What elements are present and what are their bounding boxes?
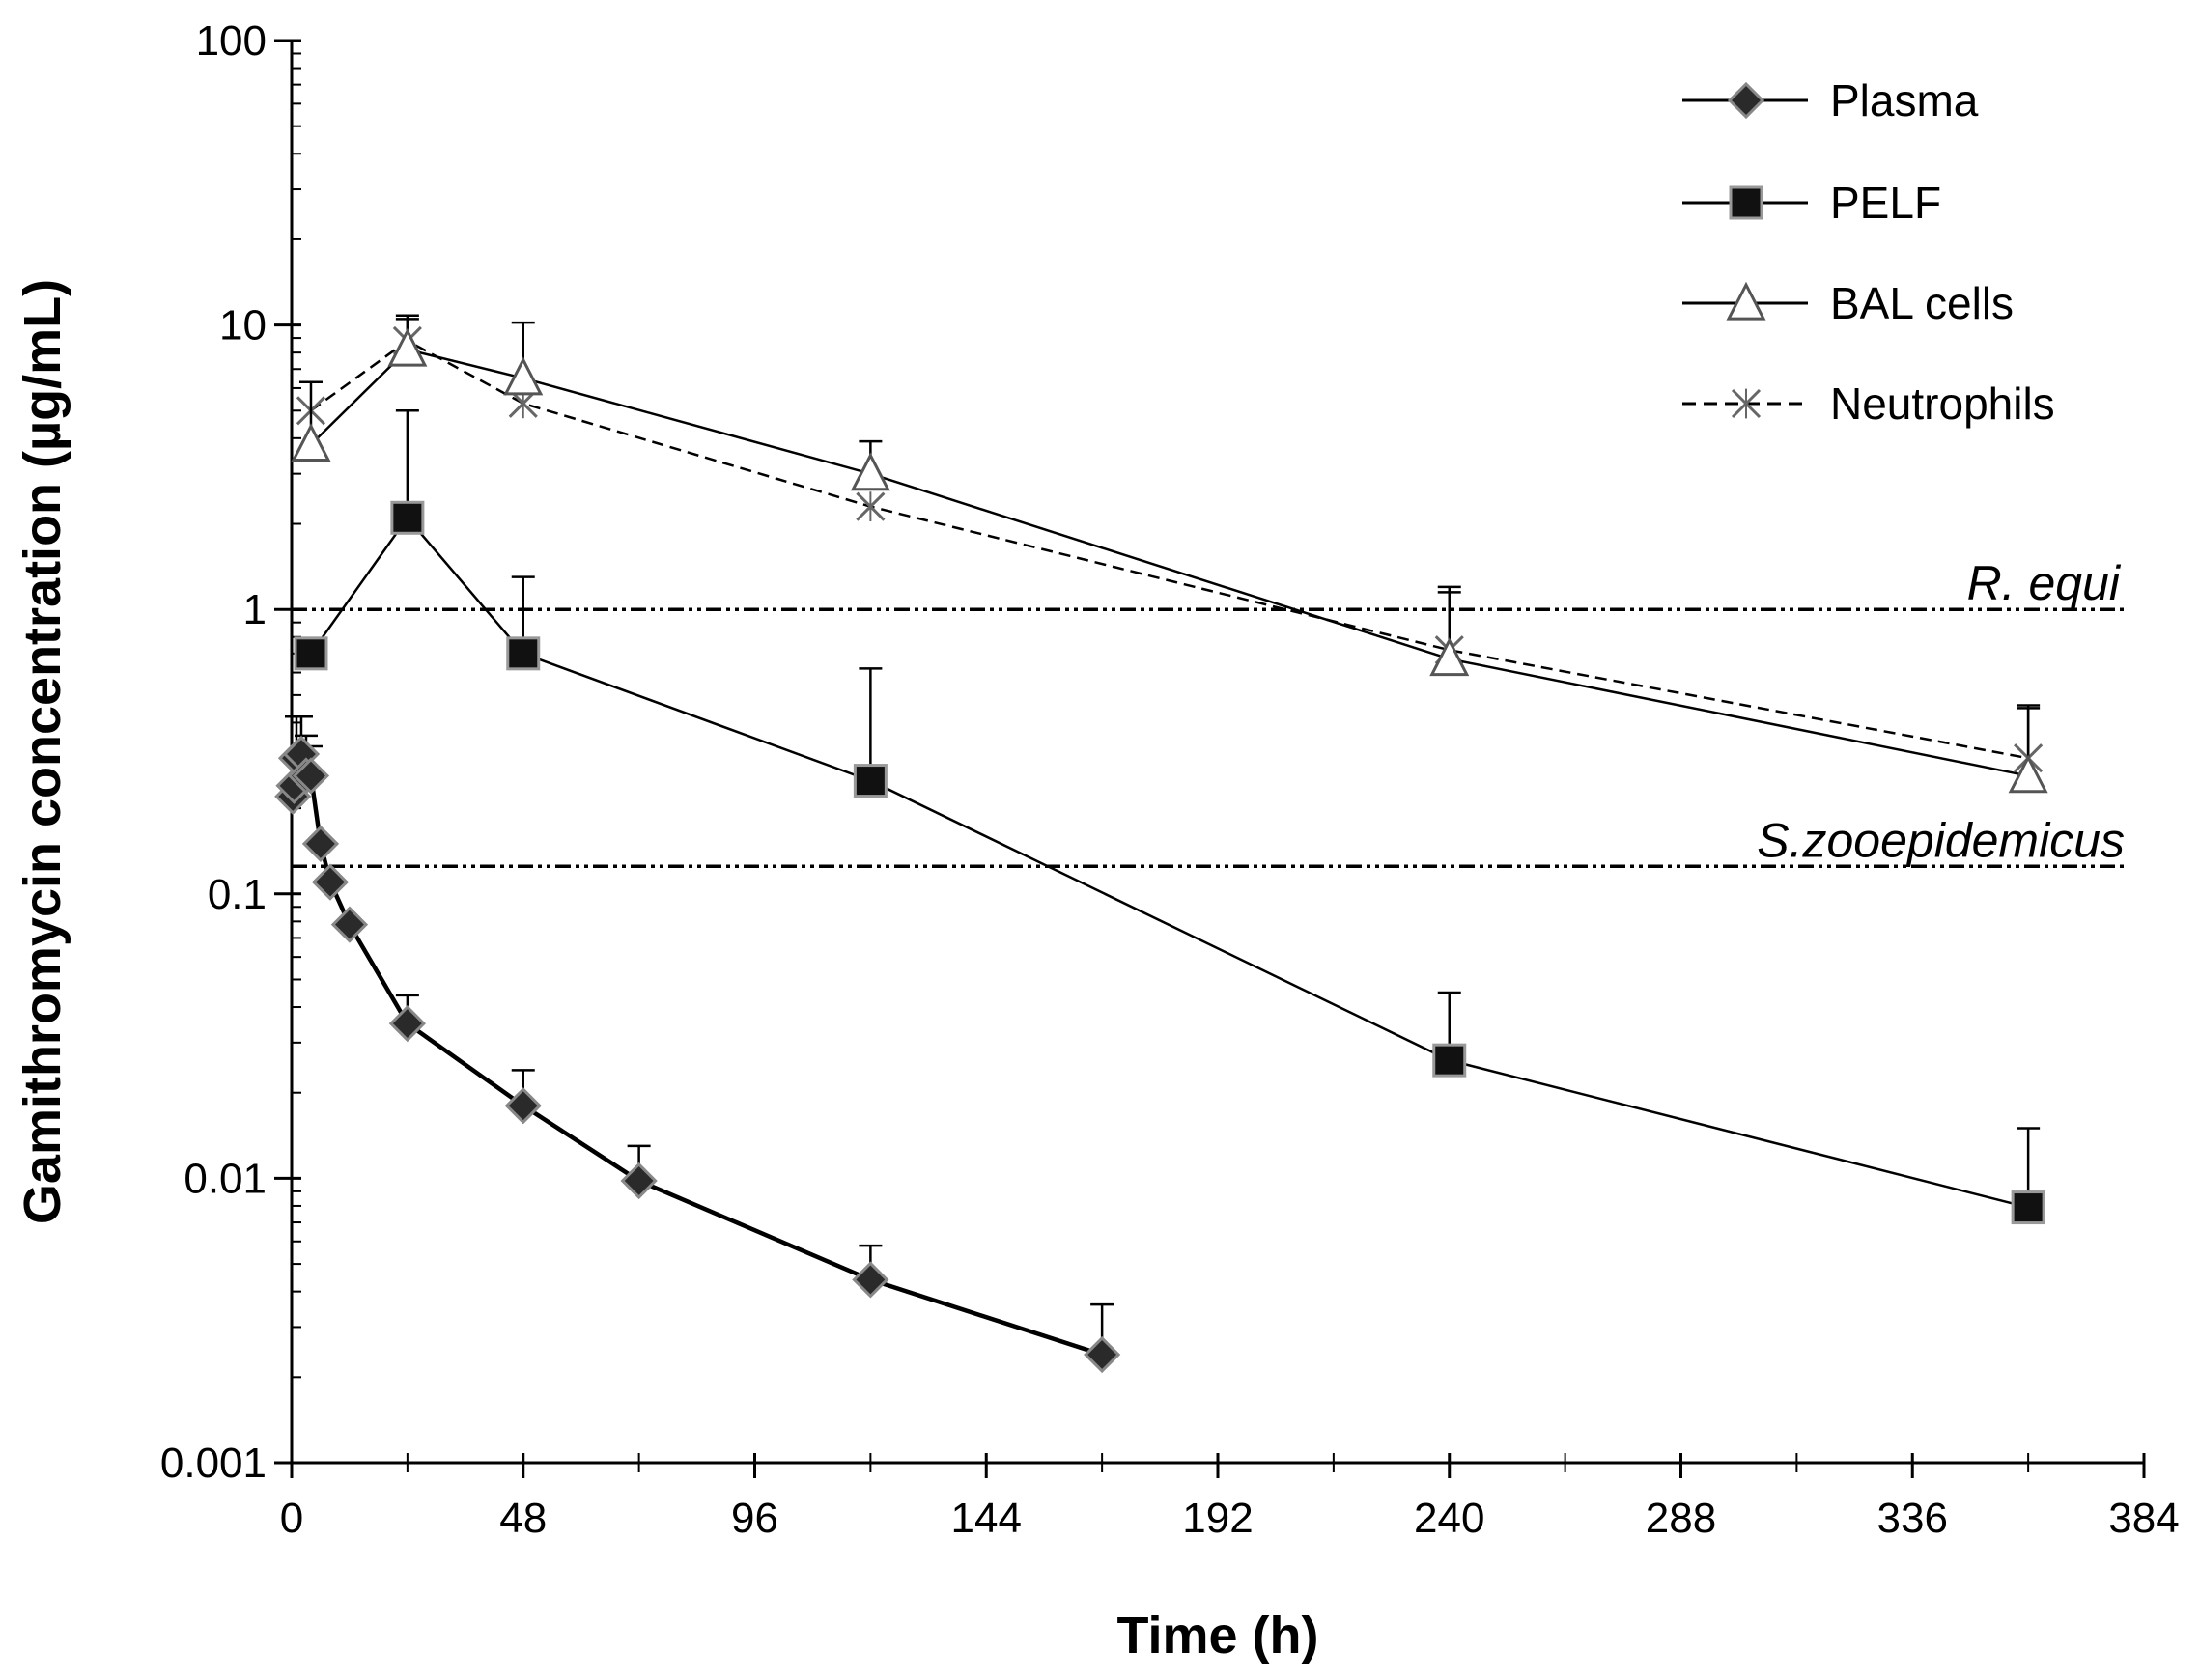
x-tick-label: 96 [731,1495,778,1542]
y-axis-title: Gamithromycin concentration (µg/mL) [14,279,71,1224]
x-tick-label: 240 [1414,1495,1484,1542]
y-tick-label: 0.01 [183,1155,267,1202]
marker-square [1729,185,1763,220]
y-tick-label: 0.1 [208,871,267,918]
reference-line-label: R. equi [1967,556,2122,610]
series-neutrophils [296,314,2044,773]
marker-diamond [388,1004,426,1043]
x-tick-label: 0 [280,1495,303,1542]
x-tick-label: 48 [499,1495,547,1542]
marker-square [2011,1190,2045,1225]
y-tick-label: 0.001 [160,1440,267,1487]
marker-square [1432,1043,1467,1078]
y-tick-label: 1 [243,586,267,633]
series-bal-cells [291,318,2048,794]
series-line [310,348,2029,777]
marker-triangle [1726,281,1766,321]
series-plasma [274,714,1121,1374]
marker-diamond [620,1162,658,1200]
marker-triangle [503,356,544,396]
marker-diamond [1084,1335,1121,1374]
legend-label: Neutrophils [1830,378,2055,429]
legend-label: BAL cells [1830,278,2014,328]
x-axis-title: Time (h) [1116,1607,1318,1665]
series-pelf [294,409,2045,1225]
legend: Plasma PELF BAL cells Neutrophils [1682,75,2055,429]
legend-label: Plasma [1830,75,1979,126]
marker-triangle [2008,754,2048,794]
series-line [309,516,2029,1209]
x-tick-label: 384 [2108,1495,2179,1542]
marker-diamond [330,906,369,943]
marker-triangle [850,452,890,491]
series-line [291,749,1103,1358]
marker-square [853,764,888,798]
marker-triangle [291,423,331,462]
marker-diamond [292,757,330,795]
marker-square [506,636,541,671]
x-tick-label: 144 [951,1495,1022,1542]
y-tick-label: 100 [196,17,267,65]
x-tick-label: 192 [1182,1495,1253,1542]
marker-diamond [311,863,350,901]
marker-square [390,500,425,535]
series-line [310,339,2029,760]
reference-line-label: S.zooepidemicus [1757,813,2125,867]
marker-triangle [387,327,428,367]
marker-triangle [1429,637,1470,677]
marker-diamond [1727,81,1765,120]
plot-area: 0.001 0.01 0.1 1 10 100 0 48 96 144 192 240 288 336 38… [160,17,2180,1542]
x-tick-label: 288 [1646,1495,1716,1542]
marker-diamond [852,1261,889,1299]
x-tick-label: 336 [1877,1495,1948,1542]
y-tick-label: 10 [219,302,267,350]
marker-diamond [504,1087,542,1125]
legend-label: PELF [1830,178,1941,228]
marker-diamond [301,825,340,863]
marker-square [294,636,328,671]
